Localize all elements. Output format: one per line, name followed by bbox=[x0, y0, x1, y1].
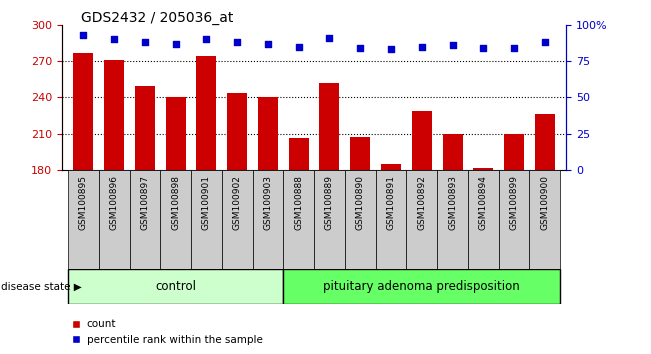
Bar bbox=[504, 134, 524, 170]
Legend: count, percentile rank within the sample: count, percentile rank within the sample bbox=[67, 315, 267, 349]
Text: GSM100898: GSM100898 bbox=[171, 175, 180, 230]
Point bbox=[232, 39, 242, 45]
Text: GSM100891: GSM100891 bbox=[387, 175, 396, 230]
Text: GSM100903: GSM100903 bbox=[264, 175, 273, 230]
Bar bbox=[376, 170, 406, 269]
Bar bbox=[381, 164, 401, 170]
Point bbox=[478, 45, 488, 51]
Bar bbox=[130, 170, 160, 269]
Bar bbox=[197, 56, 216, 170]
Point bbox=[294, 44, 304, 49]
Bar bbox=[104, 60, 124, 170]
Text: GSM100895: GSM100895 bbox=[79, 175, 88, 230]
Bar bbox=[320, 83, 339, 170]
Bar bbox=[160, 170, 191, 269]
Bar bbox=[437, 170, 468, 269]
Bar bbox=[191, 170, 222, 269]
Text: GSM100890: GSM100890 bbox=[355, 175, 365, 230]
Bar bbox=[74, 53, 93, 170]
Bar bbox=[99, 170, 130, 269]
Bar bbox=[350, 137, 370, 170]
Point bbox=[263, 41, 273, 46]
Bar bbox=[283, 269, 561, 304]
Text: GSM100902: GSM100902 bbox=[232, 175, 242, 230]
Text: GSM100897: GSM100897 bbox=[141, 175, 150, 230]
Point bbox=[386, 47, 396, 52]
Text: GDS2432 / 205036_at: GDS2432 / 205036_at bbox=[81, 11, 234, 25]
Point bbox=[509, 45, 519, 51]
Bar bbox=[499, 170, 529, 269]
Bar bbox=[68, 170, 99, 269]
Bar bbox=[227, 92, 247, 170]
Text: control: control bbox=[155, 280, 196, 293]
Text: GSM100889: GSM100889 bbox=[325, 175, 334, 230]
Bar bbox=[68, 269, 283, 304]
Text: GSM100901: GSM100901 bbox=[202, 175, 211, 230]
Text: GSM100892: GSM100892 bbox=[417, 175, 426, 230]
Bar bbox=[345, 170, 376, 269]
Bar bbox=[222, 170, 253, 269]
Point bbox=[324, 35, 335, 41]
Bar bbox=[135, 86, 155, 170]
Bar bbox=[468, 170, 499, 269]
Text: GSM100893: GSM100893 bbox=[448, 175, 457, 230]
Bar bbox=[289, 138, 309, 170]
Bar bbox=[283, 170, 314, 269]
Point bbox=[355, 45, 365, 51]
Bar bbox=[258, 97, 278, 170]
Point bbox=[171, 41, 181, 46]
Point bbox=[140, 39, 150, 45]
Bar bbox=[535, 114, 555, 170]
Point bbox=[417, 44, 427, 49]
Point bbox=[540, 39, 550, 45]
Text: GSM100899: GSM100899 bbox=[510, 175, 519, 230]
Bar bbox=[314, 170, 345, 269]
Bar bbox=[406, 170, 437, 269]
Bar bbox=[443, 134, 463, 170]
Point bbox=[109, 36, 119, 42]
Point bbox=[447, 42, 458, 48]
Text: pituitary adenoma predisposition: pituitary adenoma predisposition bbox=[324, 280, 520, 293]
Text: GSM100894: GSM100894 bbox=[478, 175, 488, 230]
Bar bbox=[473, 167, 493, 170]
Text: GSM100896: GSM100896 bbox=[109, 175, 118, 230]
Text: GSM100888: GSM100888 bbox=[294, 175, 303, 230]
Bar bbox=[529, 170, 561, 269]
Point bbox=[78, 32, 89, 38]
Text: GSM100900: GSM100900 bbox=[540, 175, 549, 230]
Text: disease state ▶: disease state ▶ bbox=[1, 282, 81, 292]
Bar bbox=[253, 170, 283, 269]
Bar bbox=[412, 111, 432, 170]
Bar bbox=[165, 97, 186, 170]
Point bbox=[201, 36, 212, 42]
